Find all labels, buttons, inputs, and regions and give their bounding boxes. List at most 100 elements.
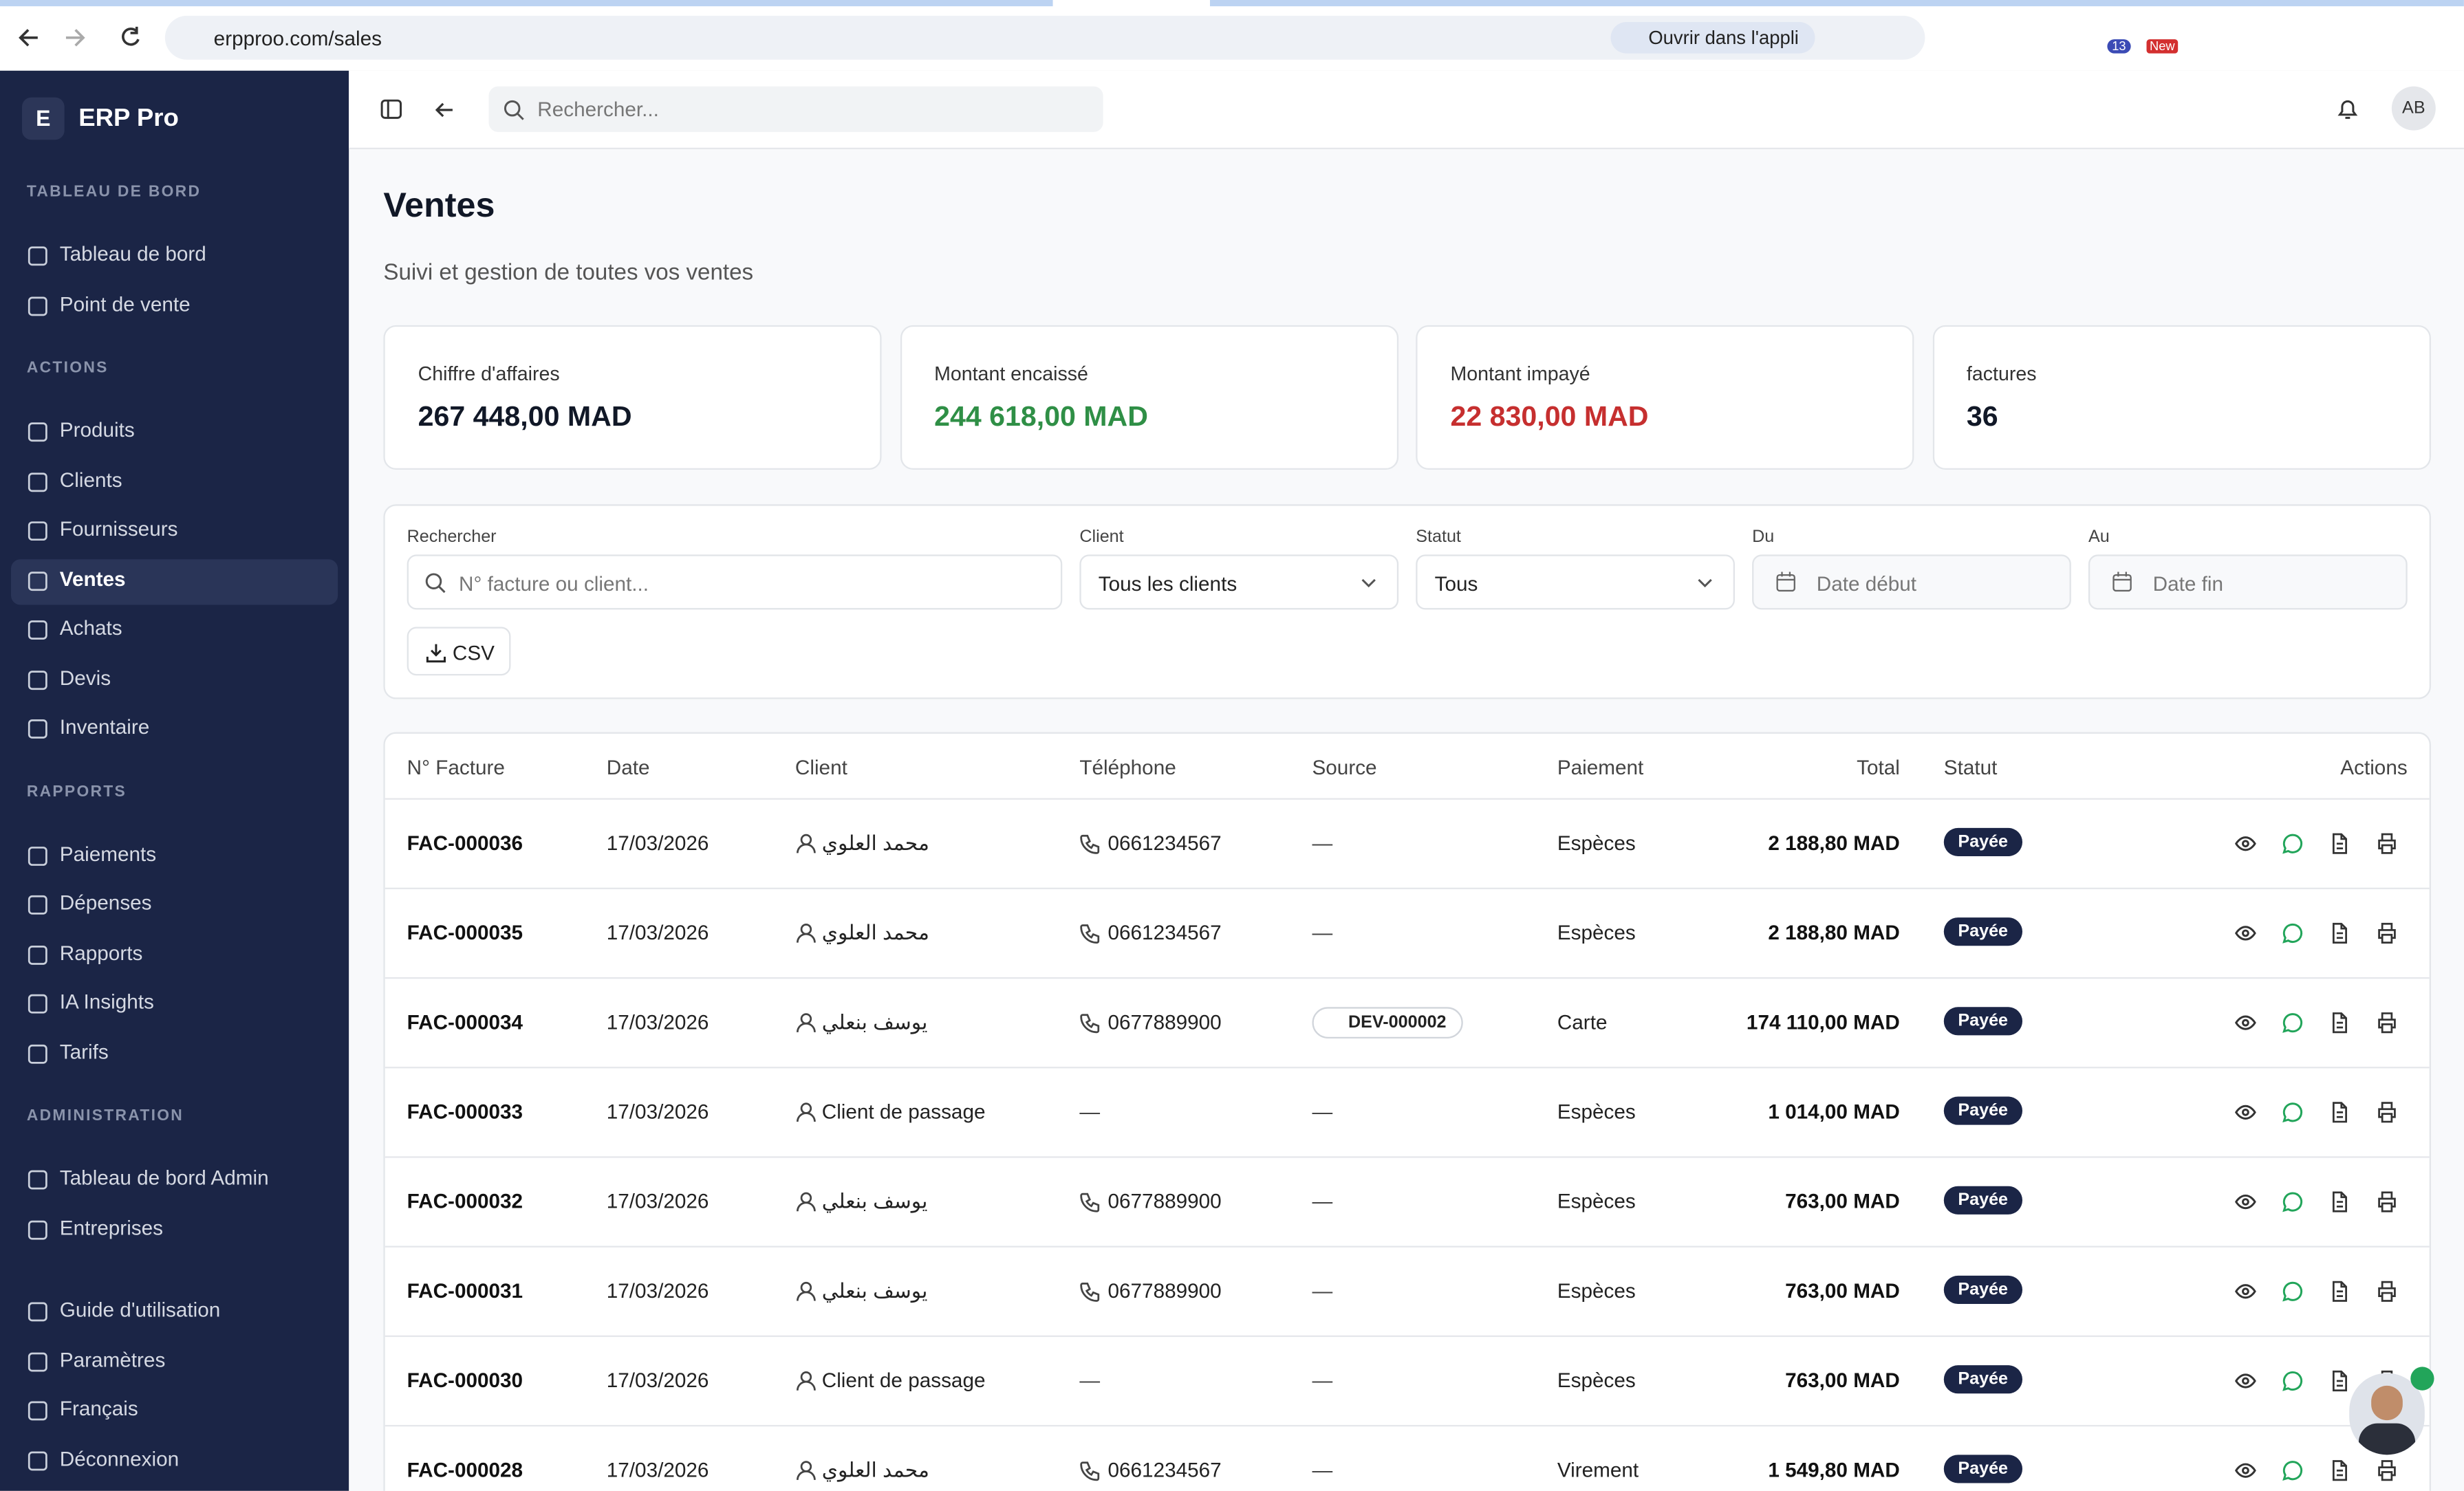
nav-item[interactable]: Entreprises <box>59 1215 164 1239</box>
invoice-number: FAC-000036 <box>407 831 523 855</box>
chat-assistant[interactable] <box>2349 1373 2425 1455</box>
nav-item[interactable]: Rapports <box>59 940 143 964</box>
nav-item[interactable]: Fournisseurs <box>59 516 178 541</box>
search-box[interactable] <box>488 86 1103 132</box>
print-icon <box>2378 833 2396 854</box>
item-icon <box>28 1170 47 1190</box>
total: 763,00 MAD <box>1785 1368 1900 1392</box>
eye-icon <box>2234 1104 2256 1120</box>
chat-icon <box>2282 1461 2303 1481</box>
total: 1 549,80 MAD <box>1768 1457 1900 1482</box>
nav-item[interactable]: Dépenses <box>59 891 152 915</box>
nav-item[interactable]: Français <box>59 1396 138 1421</box>
print-icon <box>2378 1102 2396 1123</box>
row-border <box>385 977 2430 979</box>
client: يوسف بنعلي <box>821 1278 928 1303</box>
phone: 0677889900 <box>1107 1278 1222 1303</box>
invoice-number: FAC-000031 <box>407 1278 523 1303</box>
invoice-number: FAC-000034 <box>407 1010 523 1034</box>
nav-item[interactable]: Tableau de bord <box>59 241 206 266</box>
status-badge: Payée <box>1943 917 2022 946</box>
stat-label: Montant encaissé <box>934 362 1088 385</box>
phone-icon <box>1080 1282 1100 1302</box>
date-to[interactable]: Date fin <box>2088 554 2408 610</box>
stat-label: Montant impayé <box>1450 362 1590 385</box>
nav-item[interactable]: Paiements <box>59 841 157 865</box>
nav-item[interactable]: Produits <box>59 417 135 442</box>
nav-item[interactable]: Devis <box>59 665 111 689</box>
nav-active-bg <box>10 558 338 605</box>
stat-value: 267 448,00 MAD <box>418 400 632 433</box>
face <box>2371 1385 2403 1421</box>
filters: Rechercher N° facture ou client... Clien… <box>383 504 2431 699</box>
stat-value: 36 <box>1966 400 1998 433</box>
select-value: Tous <box>1434 572 1478 596</box>
sales-table: N° Facture Date Client Téléphone Source Paiem… <box>383 732 2431 1491</box>
badge: 13 <box>2107 39 2131 54</box>
doc-icon <box>2332 1370 2347 1392</box>
section-title: TABLEAU DE BORD <box>26 184 202 202</box>
nav-item[interactable]: IA Insights <box>59 990 154 1014</box>
item-icon <box>28 422 47 442</box>
nav-item[interactable]: Tableau de bord Admin <box>59 1166 269 1190</box>
item-icon <box>28 521 47 541</box>
status-select[interactable]: Tous <box>1416 554 1735 610</box>
chevron <box>1698 578 1712 588</box>
topbar: Rechercher... AB <box>349 70 2464 150</box>
user-icon <box>796 1013 816 1032</box>
column-header: Date <box>606 755 650 780</box>
calendar-icon <box>1776 572 1795 592</box>
date: 17/03/2026 <box>606 1278 709 1303</box>
phone: — <box>1079 1100 1101 1124</box>
nav-buttons[interactable] <box>12 22 154 54</box>
date-from[interactable]: Date début <box>1752 554 2071 610</box>
total: 763,00 MAD <box>1785 1278 1900 1303</box>
invoice-number: FAC-000032 <box>407 1189 523 1213</box>
row-border <box>385 1424 2430 1427</box>
user-icon <box>796 1281 816 1301</box>
stat-card: Montant impayé 22 830,00 MAD <box>1416 325 1914 470</box>
bell[interactable] <box>2335 96 2361 121</box>
user-icon <box>796 834 816 853</box>
nav-item[interactable]: Inventaire <box>59 715 150 739</box>
nav-item[interactable]: Ventes <box>59 566 126 590</box>
eye-icon <box>2234 926 2256 941</box>
csv-button[interactable]: CSV <box>407 627 511 676</box>
nav-item[interactable]: Guide d'utilisation <box>59 1297 221 1322</box>
nav-item[interactable]: Déconnexion <box>59 1446 180 1470</box>
doc-icon <box>2332 1012 2347 1034</box>
client-select[interactable]: Tous les clients <box>1079 554 1399 610</box>
avatar[interactable]: AB <box>2391 86 2436 131</box>
nav-item[interactable]: Paramètres <box>59 1347 166 1371</box>
total: 1 014,00 MAD <box>1768 1100 1900 1124</box>
tab-strip <box>1209 0 2464 7</box>
status-badge: Payée <box>1943 1365 2022 1394</box>
source: DEV-000002 <box>1312 1007 1464 1038</box>
date: 17/03/2026 <box>606 1010 709 1034</box>
search-input[interactable]: N° facture ou client... <box>407 554 1063 610</box>
open-app-button[interactable]: Ouvrir dans l'appli <box>1610 21 1815 54</box>
phone-icon <box>1080 924 1100 944</box>
client: يوسف بنعلي <box>821 1010 928 1034</box>
nav-item[interactable]: Tarifs <box>59 1039 109 1063</box>
status-badge: Payée <box>1943 1096 2022 1125</box>
source: — <box>1312 1368 1333 1392</box>
nav-item[interactable]: Achats <box>59 616 122 640</box>
phone: 0661234567 <box>1107 831 1222 855</box>
column-header: Paiement <box>1557 755 1644 780</box>
browser-bar: erpproo.com/sales Ouvrir dans l'appli 13… <box>0 0 2464 73</box>
filter-label: Du <box>1752 527 1775 547</box>
chat-icon <box>2282 1102 2303 1123</box>
nav-item[interactable]: Clients <box>59 467 122 491</box>
toolbar-icons[interactable] <box>380 98 459 123</box>
print-icon <box>2378 1191 2396 1212</box>
invoice-number: FAC-000033 <box>407 1100 523 1124</box>
row-border <box>385 1245 2430 1248</box>
phone-icon <box>1080 1193 1100 1212</box>
doc-icon <box>2332 1281 2347 1302</box>
select-value: Tous les clients <box>1098 572 1238 596</box>
status-badge: Payée <box>1943 1455 2022 1483</box>
phone: — <box>1079 1368 1101 1392</box>
item-icon <box>28 296 47 316</box>
nav-item[interactable]: Point de vente <box>59 291 191 316</box>
